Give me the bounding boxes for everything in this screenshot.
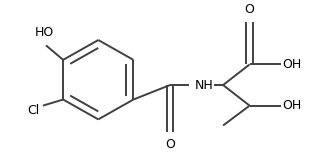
Text: O: O [245, 3, 255, 16]
Text: OH: OH [282, 99, 302, 112]
Text: NH: NH [195, 78, 214, 92]
Text: HO: HO [35, 26, 54, 39]
Text: Cl: Cl [27, 104, 40, 117]
Text: O: O [165, 138, 175, 151]
Text: OH: OH [282, 58, 302, 71]
